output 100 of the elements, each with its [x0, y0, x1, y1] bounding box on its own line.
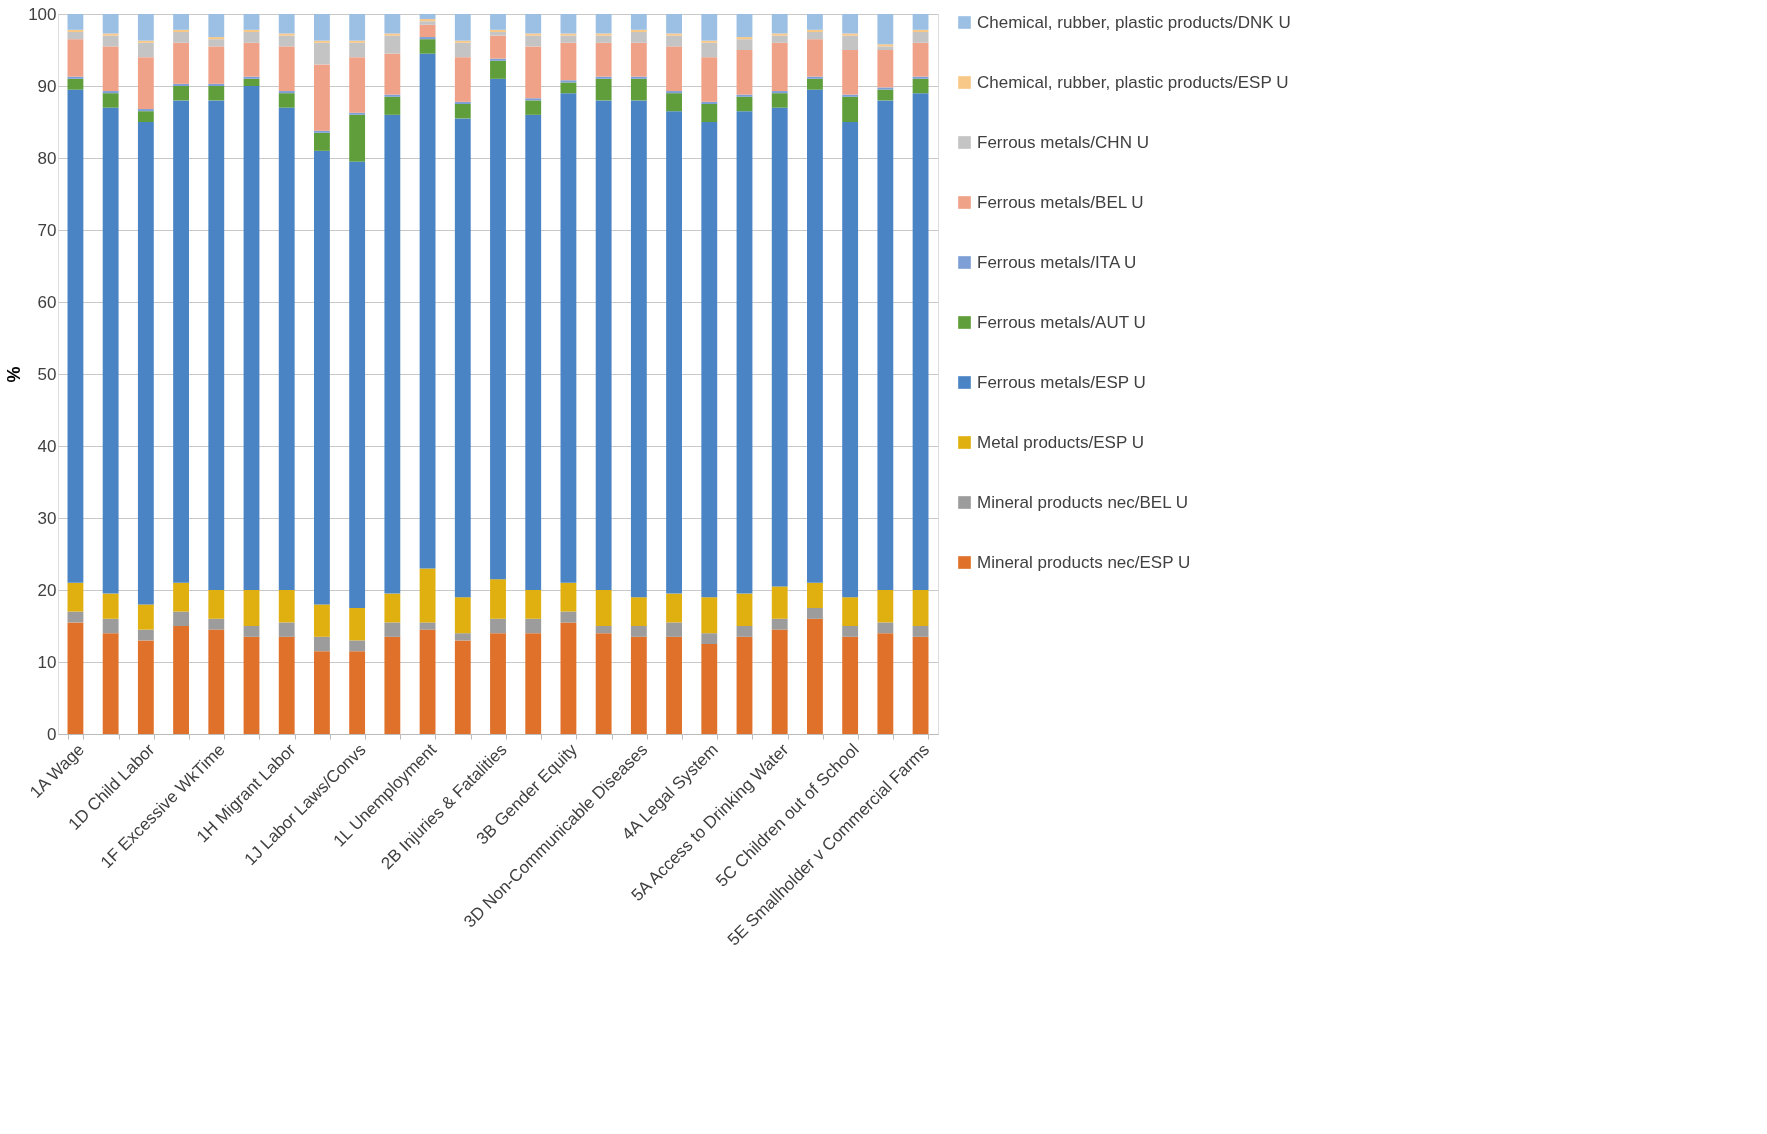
- bar: [102, 35, 119, 47]
- bar: [208, 46, 225, 84]
- bar: [525, 100, 542, 115]
- bar: [842, 94, 859, 97]
- bar: [490, 60, 506, 79]
- bar: [630, 78, 647, 101]
- bar: [278, 590, 295, 623]
- bar: [842, 96, 859, 122]
- bar: [454, 633, 471, 641]
- bar: [349, 608, 366, 641]
- bar: [666, 14, 682, 34]
- bar: [701, 644, 718, 734]
- legend-label: Mineral products nec/BEL U: [977, 492, 1189, 512]
- bar: [349, 40, 366, 43]
- bar: [595, 590, 612, 626]
- bar: [560, 582, 577, 612]
- bar: [771, 629, 788, 734]
- y-tick-label: 80: [37, 148, 57, 168]
- bar: [630, 42, 647, 77]
- bar: [137, 640, 154, 734]
- y-tick-label: 100: [28, 4, 57, 24]
- bar: [173, 42, 189, 84]
- bar: [630, 597, 647, 626]
- bar: [243, 32, 260, 43]
- bar: [173, 32, 189, 43]
- bar: [454, 597, 471, 634]
- bar: [736, 96, 753, 112]
- bar: [67, 78, 84, 90]
- bar: [807, 39, 823, 77]
- bar: [67, 32, 84, 40]
- bar: [771, 91, 788, 94]
- bar: [102, 46, 119, 92]
- bar: [102, 91, 119, 94]
- bar: [314, 150, 330, 605]
- bar: [525, 35, 542, 47]
- bar: [807, 76, 823, 79]
- bar: [771, 35, 788, 43]
- bar: [771, 586, 788, 619]
- bar: [877, 633, 894, 734]
- bar: [912, 590, 929, 626]
- bar: [173, 14, 189, 30]
- bar: [349, 57, 366, 113]
- bar: [807, 582, 823, 608]
- bar: [173, 29, 189, 32]
- bar: [454, 101, 471, 104]
- bar: [666, 593, 682, 623]
- bar: [314, 64, 330, 131]
- bar: [278, 33, 295, 36]
- bar: [701, 42, 718, 58]
- bar: [208, 37, 225, 40]
- bar: [173, 582, 189, 612]
- bar: [490, 579, 506, 619]
- bar: [137, 109, 154, 112]
- bar: [384, 33, 401, 36]
- bar: [701, 104, 718, 122]
- bar: [384, 636, 401, 734]
- bar: [208, 618, 225, 630]
- bar: [877, 100, 894, 590]
- bar: [314, 604, 330, 637]
- bar: [419, 568, 436, 623]
- bar: [314, 42, 330, 65]
- bar: [454, 40, 471, 43]
- bar: [349, 112, 366, 115]
- bar: [349, 114, 366, 162]
- bar: [454, 14, 471, 41]
- legend-label: Ferrous metals/CHN U: [977, 132, 1149, 152]
- bar: [490, 633, 506, 734]
- bar: [278, 622, 295, 637]
- bar: [842, 35, 859, 50]
- bar: [912, 93, 929, 590]
- bar: [208, 14, 225, 38]
- bar: [243, 14, 260, 30]
- bar: [560, 33, 577, 36]
- bar: [525, 98, 542, 101]
- bar: [173, 611, 189, 626]
- bar: [701, 122, 718, 598]
- bar: [595, 14, 612, 34]
- bar: [807, 89, 823, 583]
- bar: [490, 29, 506, 32]
- bar: [349, 640, 366, 652]
- bar: [771, 93, 788, 108]
- bar: [314, 130, 330, 133]
- bar: [877, 50, 894, 88]
- bar: [419, 622, 436, 630]
- legend-label: Chemical, rubber, plastic products/DNK U: [977, 12, 1291, 32]
- bar: [243, 590, 260, 626]
- bar: [525, 14, 542, 34]
- legend-label: Metal products/ESP U: [977, 432, 1144, 452]
- bar: [912, 14, 929, 30]
- bar: [666, 636, 682, 734]
- bar: [807, 14, 823, 30]
- bar: [102, 107, 119, 594]
- bar: [771, 42, 788, 92]
- bar: [560, 35, 577, 43]
- bar: [208, 629, 225, 734]
- bar: [243, 42, 260, 77]
- bar: [173, 626, 189, 734]
- bar: [137, 57, 154, 110]
- bar: [630, 100, 647, 598]
- bar: [67, 14, 84, 30]
